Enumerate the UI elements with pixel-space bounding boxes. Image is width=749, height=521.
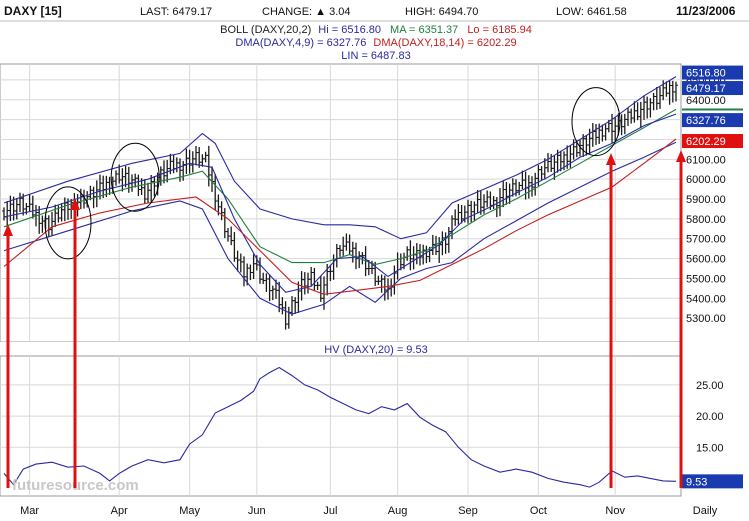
y-tick-label: 5600.00 (686, 254, 726, 266)
last-label: LAST: 6479.17 (140, 6, 212, 18)
boll-prefix: BOLL (DAXY,20,2) (220, 24, 311, 36)
boll-hi: Hi = 6516.80 (318, 24, 381, 36)
x-tick-label: Oct (530, 505, 547, 517)
y-tick-label: 5400.00 (686, 293, 726, 305)
boll-lower-line (3, 141, 677, 315)
highlight-circle (44, 186, 92, 260)
last-tag-label: 6479.17 (686, 83, 726, 95)
hv-line (3, 366, 677, 488)
hv-y-tick-label: 15.00 (696, 442, 724, 454)
annotation-arrows (3, 150, 686, 488)
last-tag-label: 6327.76 (686, 115, 726, 127)
x-tick-label: Aug (388, 505, 408, 517)
symbol-label: DAXY [15] (4, 4, 62, 18)
x-tick-label: Sep (458, 505, 478, 517)
price-y-axis: 5300.00 5400.00 5500.00 5600.00 5700.00 5800.… (686, 75, 726, 325)
boll-ma: MA = 6351.37 (390, 24, 458, 36)
change-label: CHANGE: ▲ 3.04 (262, 6, 351, 18)
arrow-head (606, 153, 616, 165)
boll-legend: BOLL (DAXY,20,2) Hi = 6516.80 MA = 6351.… (220, 24, 532, 36)
x-tick-label: Jun (248, 505, 266, 517)
y-tick-label: 6000.00 (686, 174, 726, 186)
x-tick-label: Jul (323, 505, 337, 517)
price-last-tags: 6516.80 6479.17 6327.76 6202.29 (682, 65, 743, 149)
hv-y-axis: 15.00 20.00 25.00 (696, 380, 724, 454)
last-tag-box (682, 65, 743, 80)
boll-upper-line (3, 76, 677, 240)
y-tick-label: 5300.00 (686, 313, 726, 325)
highlight-circle (571, 87, 621, 157)
last-tag-box (682, 113, 743, 128)
y-tick-label: 5500.00 (686, 273, 726, 285)
x-tick-label: Daily (693, 505, 718, 517)
price-lines (3, 76, 677, 315)
dma-slow: DMA(DAXY,18,14) = 6202.29 (373, 37, 516, 49)
arrow-head (676, 150, 686, 162)
dma-legend: DMA(DAXY,4,9) = 6327.76 DMA(DAXY,18,14) … (235, 37, 516, 49)
boll-ma-line (3, 108, 677, 266)
hv-tag-label: 9.53 (686, 476, 707, 488)
date-label: 11/23/2006 (676, 4, 736, 18)
hv-lines (3, 366, 677, 488)
dma-fast: DMA(DAXY,4,9) = 6327.76 (235, 37, 366, 49)
dma-fast-line (3, 113, 677, 293)
last-tag-label: 6202.29 (686, 136, 726, 148)
price-panel (0, 63, 682, 343)
dma-slow-line (3, 138, 677, 295)
last-tag-label: 6516.80 (686, 68, 726, 80)
boll-lo: Lo = 6185.94 (467, 24, 532, 36)
y-tick-label: 5800.00 (686, 214, 726, 226)
x-tick-label: Nov (605, 505, 625, 517)
hv-grid (0, 356, 681, 496)
lin-legend: LIN = 6487.83 (341, 50, 410, 62)
hv-y-tick-label: 25.00 (696, 380, 724, 392)
hv-legend: HV (DAXY,20) = 9.53 (324, 344, 427, 356)
y-tick-label: 6400.00 (686, 95, 726, 107)
x-axis: Mar Apr May Jun Jul Aug Sep Oct Nov Daily (20, 505, 718, 517)
x-tick-label: May (179, 505, 200, 517)
highlight-circle (110, 142, 160, 212)
low-label: LOW: 6461.58 (556, 6, 627, 18)
y-tick-label: 5700.00 (686, 234, 726, 246)
arrow-head (70, 198, 80, 210)
hv-panel (0, 355, 682, 497)
hv-last-tag: 9.53 (682, 474, 743, 489)
x-tick-label: Apr (111, 505, 128, 517)
highlight-circles (44, 87, 621, 260)
hv-tag-box (682, 474, 743, 489)
arrow-head (3, 224, 13, 236)
high-label: HIGH: 6494.70 (405, 6, 478, 18)
y-tick-label: 6100.00 (686, 154, 726, 166)
y-tick-label: 5900.00 (686, 194, 726, 206)
last-tag-box (682, 134, 743, 149)
x-tick-label: Mar (20, 505, 39, 517)
last-tag-box (682, 81, 743, 96)
hv-y-tick-label: 20.00 (696, 411, 724, 423)
